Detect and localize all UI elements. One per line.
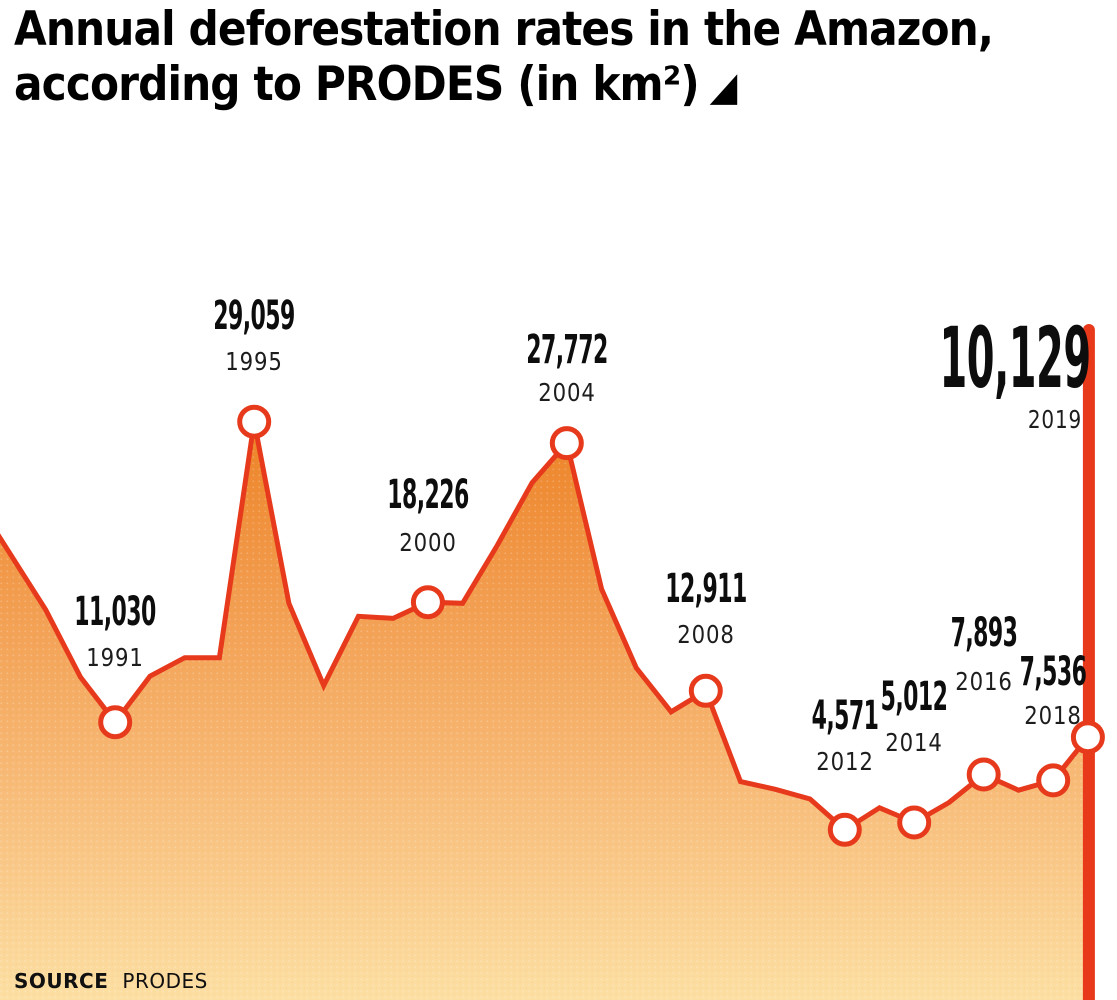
data-point-marker-1991 <box>98 705 133 740</box>
source-value: PRODES <box>122 969 208 993</box>
data-point-marker-2018 <box>1036 763 1071 798</box>
data-point-marker-2012 <box>827 812 862 847</box>
chart-title: Annual deforestation rates in the Amazon… <box>14 2 994 112</box>
chart-title-line2: according to PRODES (in km²) <box>14 57 700 112</box>
data-point-marker-2008 <box>688 673 723 708</box>
data-point-marker-2004 <box>549 426 584 461</box>
highlight-bar-2019 <box>1082 324 1095 1000</box>
data-point-marker-2014 <box>897 805 932 840</box>
area-texture <box>0 421 1088 1000</box>
data-point-marker-2000 <box>410 585 445 620</box>
triangle-icon: ◢ <box>709 64 738 110</box>
source-line: SOURCE PRODES <box>14 969 208 993</box>
source-label: SOURCE <box>14 969 109 993</box>
data-point-marker-2016 <box>966 757 1001 792</box>
chart-title-line1: Annual deforestation rates in the Amazon… <box>14 2 994 57</box>
data-point-marker-2019 <box>1070 720 1105 755</box>
data-point-marker-1995 <box>237 404 272 439</box>
